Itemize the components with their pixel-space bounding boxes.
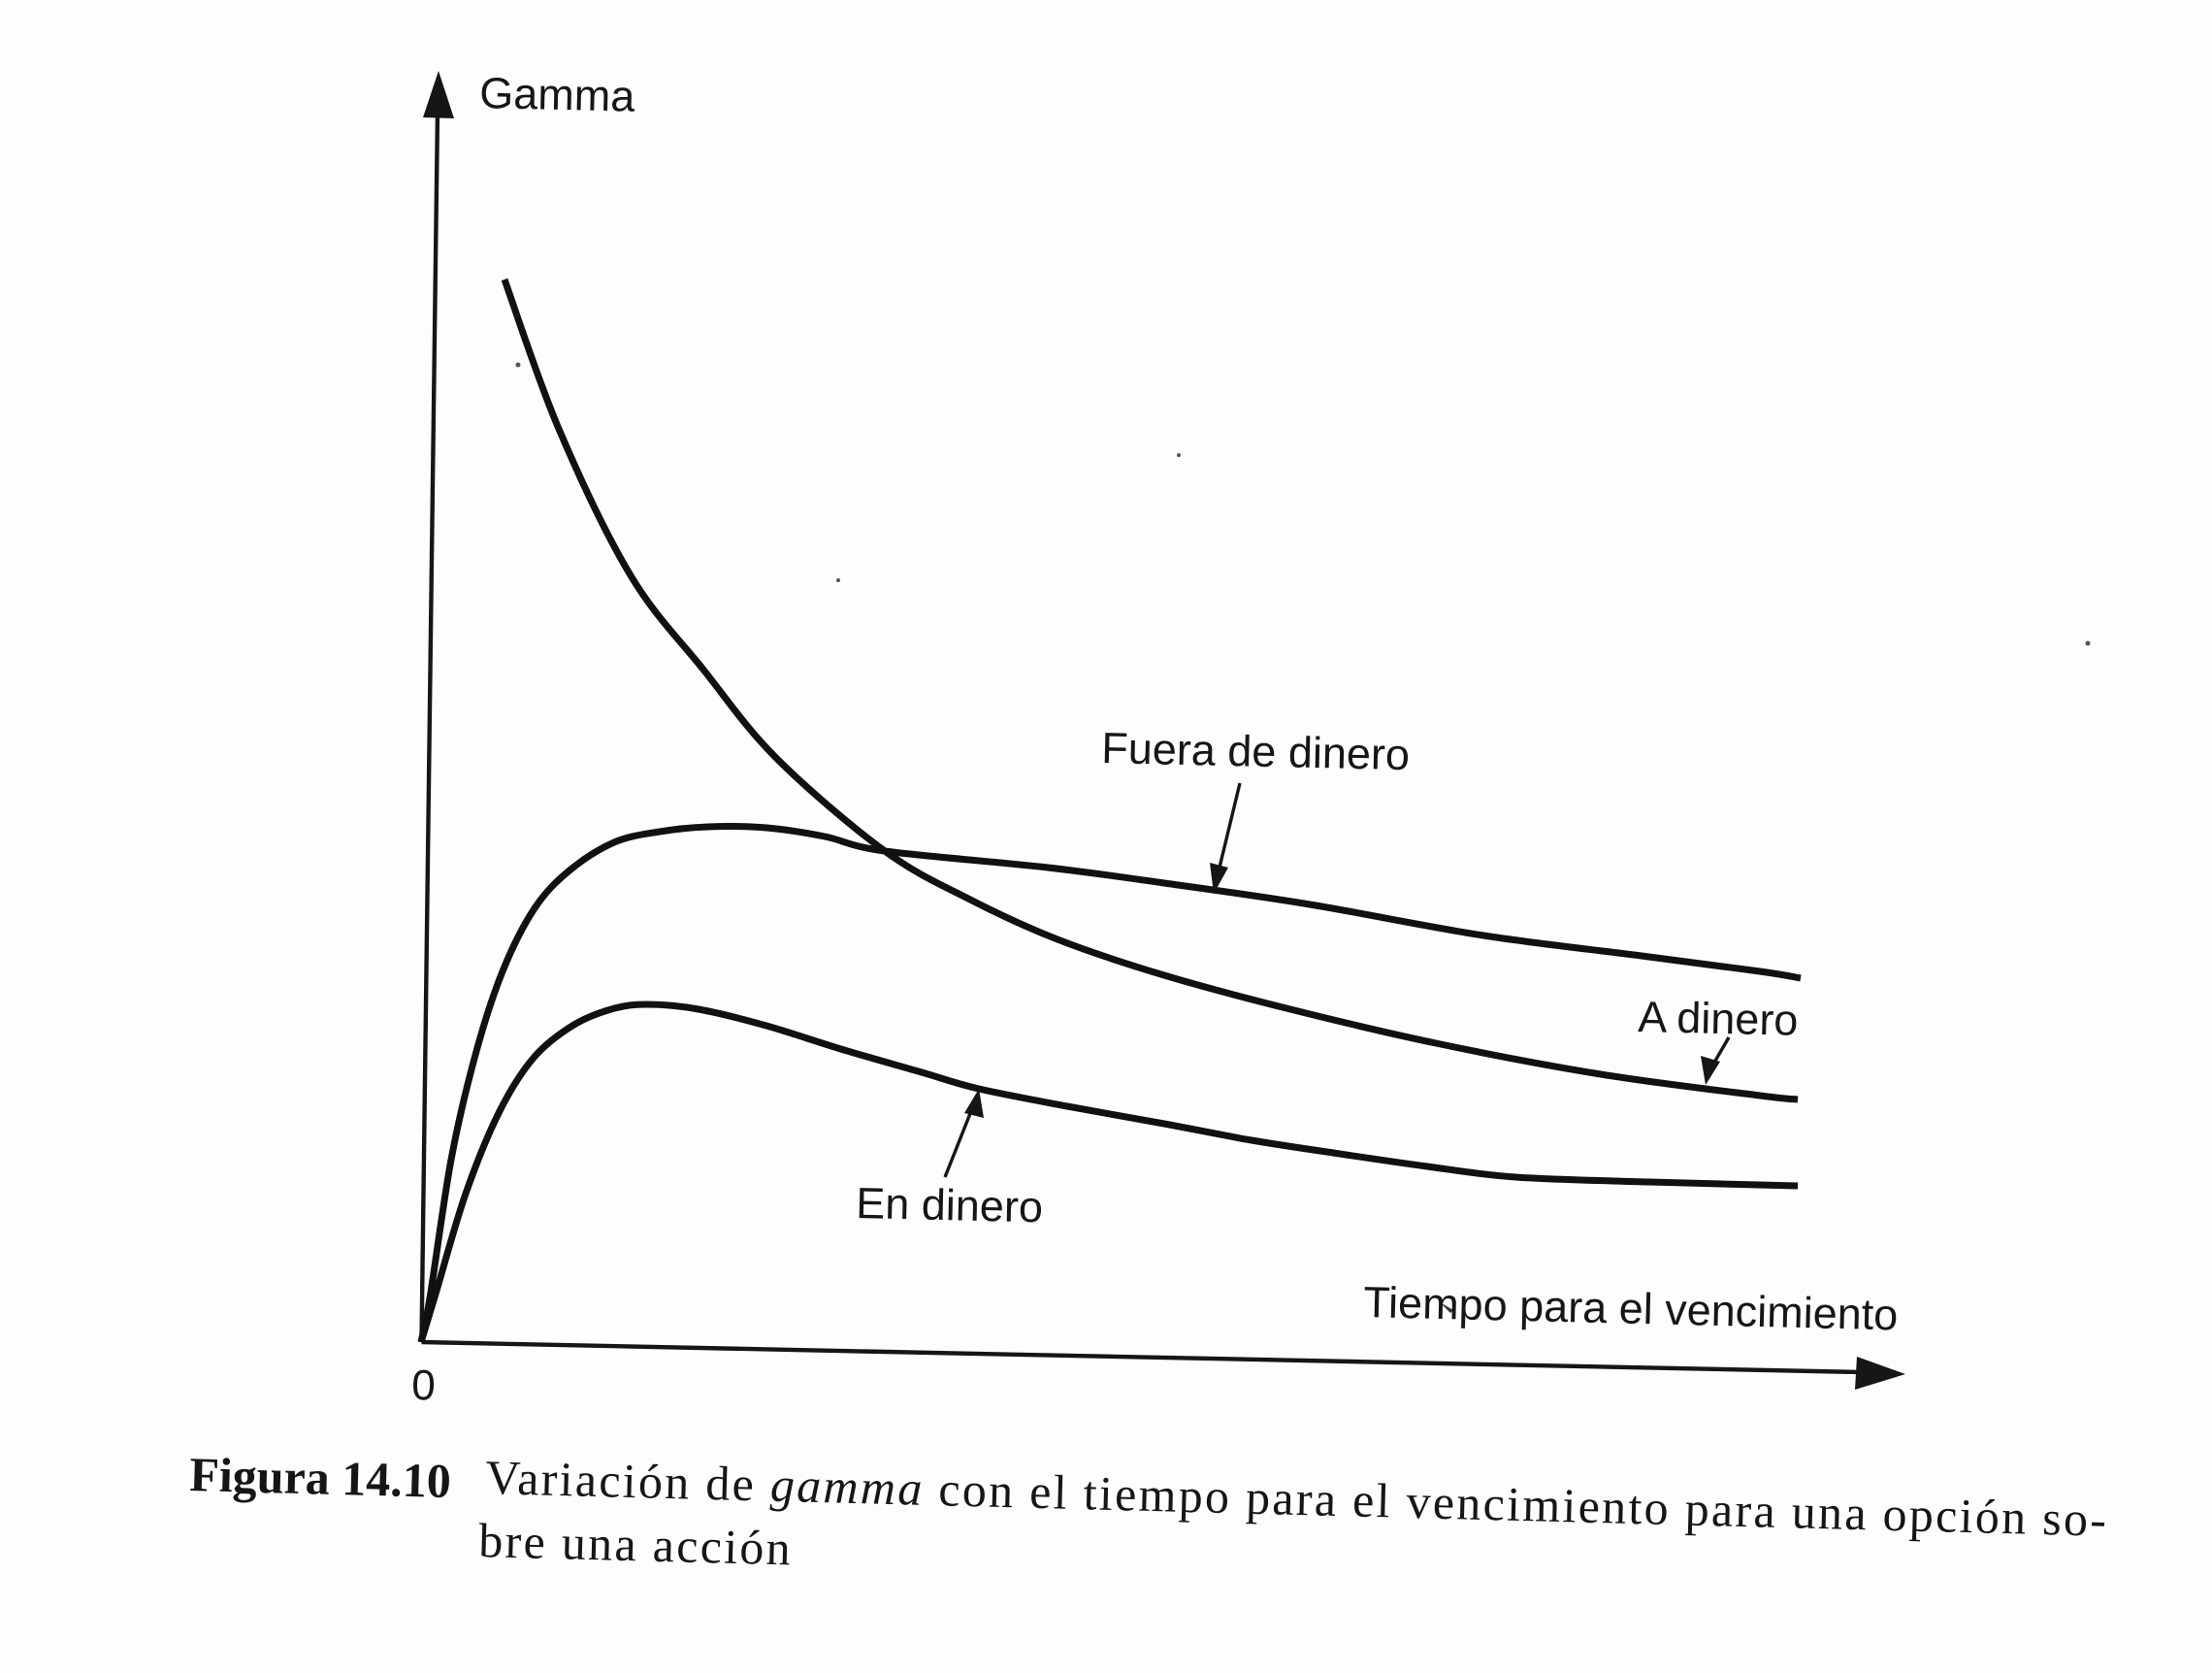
svg-text:A dinero: A dinero bbox=[1638, 992, 1799, 1045]
svg-text:Figura 14.10: Figura 14.10 bbox=[189, 1447, 452, 1508]
svg-text:Fuera de dinero: Fuera de dinero bbox=[1101, 723, 1411, 779]
svg-text:bre una acción: bre una acción bbox=[478, 1513, 794, 1575]
svg-text:Gamma: Gamma bbox=[479, 68, 636, 121]
svg-text:En dinero: En dinero bbox=[856, 1178, 1044, 1231]
svg-text:0: 0 bbox=[411, 1361, 437, 1410]
